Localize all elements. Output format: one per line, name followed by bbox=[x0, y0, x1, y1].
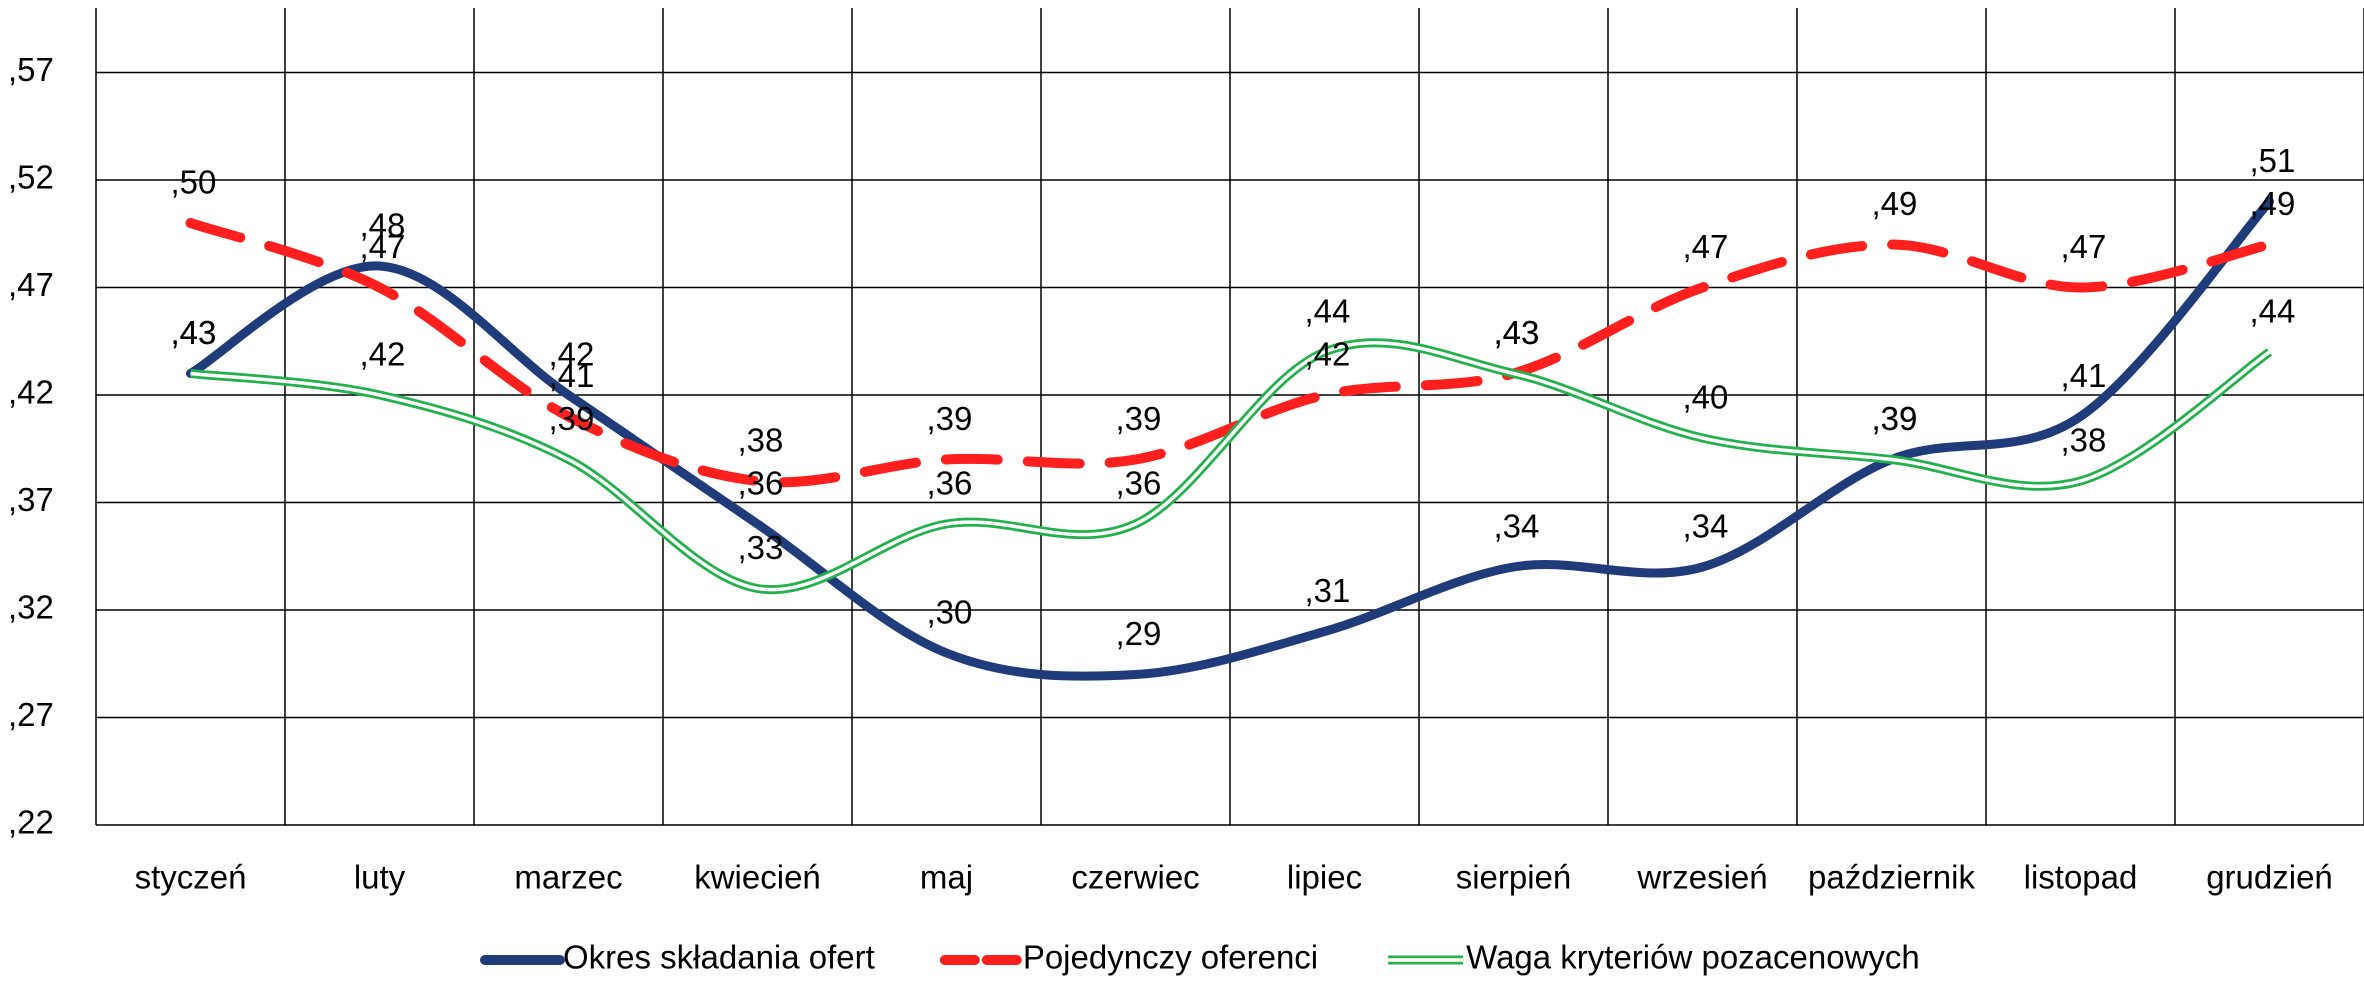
data-label: ,41 bbox=[2061, 357, 2107, 394]
data-label: ,49 bbox=[1872, 185, 1918, 222]
y-tick-label: ,57 bbox=[8, 51, 54, 88]
data-label: ,41 bbox=[549, 357, 595, 394]
x-tick-label: lipiec bbox=[1287, 859, 1362, 896]
series-line-inner bbox=[190, 340, 2271, 592]
legend-label: Okres składania ofert bbox=[563, 939, 875, 976]
y-tick-label: ,22 bbox=[8, 804, 54, 841]
data-label: ,29 bbox=[1116, 615, 1162, 652]
data-label: ,39 bbox=[549, 400, 595, 437]
y-tick-label: ,32 bbox=[8, 589, 54, 626]
legend-label: Pojedynczy oferenci bbox=[1023, 939, 1318, 976]
data-label: ,43 bbox=[1494, 314, 1540, 351]
data-label: ,34 bbox=[1494, 508, 1540, 545]
data-label: ,40 bbox=[1683, 379, 1729, 416]
data-label: ,49 bbox=[2250, 185, 2296, 222]
data-label: ,47 bbox=[2061, 228, 2107, 265]
data-label: ,47 bbox=[1683, 228, 1729, 265]
x-tick-label: styczeń bbox=[135, 859, 247, 896]
series-line bbox=[186, 197, 2274, 681]
data-label: ,36 bbox=[927, 465, 973, 502]
y-tick-label: ,47 bbox=[8, 266, 54, 303]
data-label: ,39 bbox=[927, 400, 973, 437]
data-label: ,42 bbox=[1305, 336, 1351, 373]
data-label: ,42 bbox=[549, 336, 595, 373]
series-line bbox=[185, 218, 2275, 488]
data-label: ,44 bbox=[2250, 293, 2296, 330]
data-label: ,42 bbox=[360, 336, 406, 373]
data-label: ,50 bbox=[171, 164, 217, 201]
data-label: ,39 bbox=[1872, 400, 1918, 437]
x-tick-label: listopad bbox=[2024, 859, 2138, 896]
legend-item: Okres składania ofert bbox=[480, 939, 875, 976]
data-label: ,38 bbox=[738, 422, 784, 459]
x-tick-label: grudzień bbox=[2206, 859, 2333, 896]
data-label: ,31 bbox=[1305, 572, 1351, 609]
data-label: ,43 bbox=[1494, 314, 1540, 351]
legend-item: Pojedynczy oferenci bbox=[939, 939, 1318, 976]
data-label: ,34 bbox=[1683, 508, 1729, 545]
series-line bbox=[189, 338, 2273, 595]
data-label: ,44 bbox=[1305, 293, 1351, 330]
x-tick-label: czerwiec bbox=[1071, 859, 1199, 896]
data-label: ,48 bbox=[360, 207, 406, 244]
data-label: ,39 bbox=[1872, 400, 1918, 437]
data-label: ,43 bbox=[171, 314, 217, 351]
y-tick-label: ,42 bbox=[8, 374, 54, 411]
y-tick-label: ,37 bbox=[8, 481, 54, 518]
y-tick-label: ,52 bbox=[8, 159, 54, 196]
x-tick-label: maj bbox=[920, 859, 973, 896]
x-tick-label: kwiecień bbox=[694, 859, 821, 896]
legend-item: Waga kryteriów pozacenowych bbox=[1388, 939, 1920, 976]
x-tick-label: październik bbox=[1808, 859, 1975, 896]
legend-label: Waga kryteriów pozacenowych bbox=[1466, 939, 1920, 976]
data-label: ,38 bbox=[2061, 422, 2107, 459]
data-label: ,51 bbox=[2250, 142, 2296, 179]
data-label: ,39 bbox=[1116, 400, 1162, 437]
y-tick-label: ,27 bbox=[8, 696, 54, 733]
x-tick-label: wrzesień bbox=[1636, 859, 1767, 896]
x-tick-label: marzec bbox=[514, 859, 622, 896]
data-label: ,36 bbox=[1116, 465, 1162, 502]
data-label: ,33 bbox=[738, 529, 784, 566]
data-label: ,43 bbox=[171, 314, 217, 351]
x-tick-label: luty bbox=[354, 859, 406, 896]
data-label: ,36 bbox=[738, 465, 784, 502]
x-tick-label: sierpień bbox=[1456, 859, 1572, 896]
data-label: ,47 bbox=[360, 228, 406, 265]
data-label: ,30 bbox=[927, 594, 973, 631]
